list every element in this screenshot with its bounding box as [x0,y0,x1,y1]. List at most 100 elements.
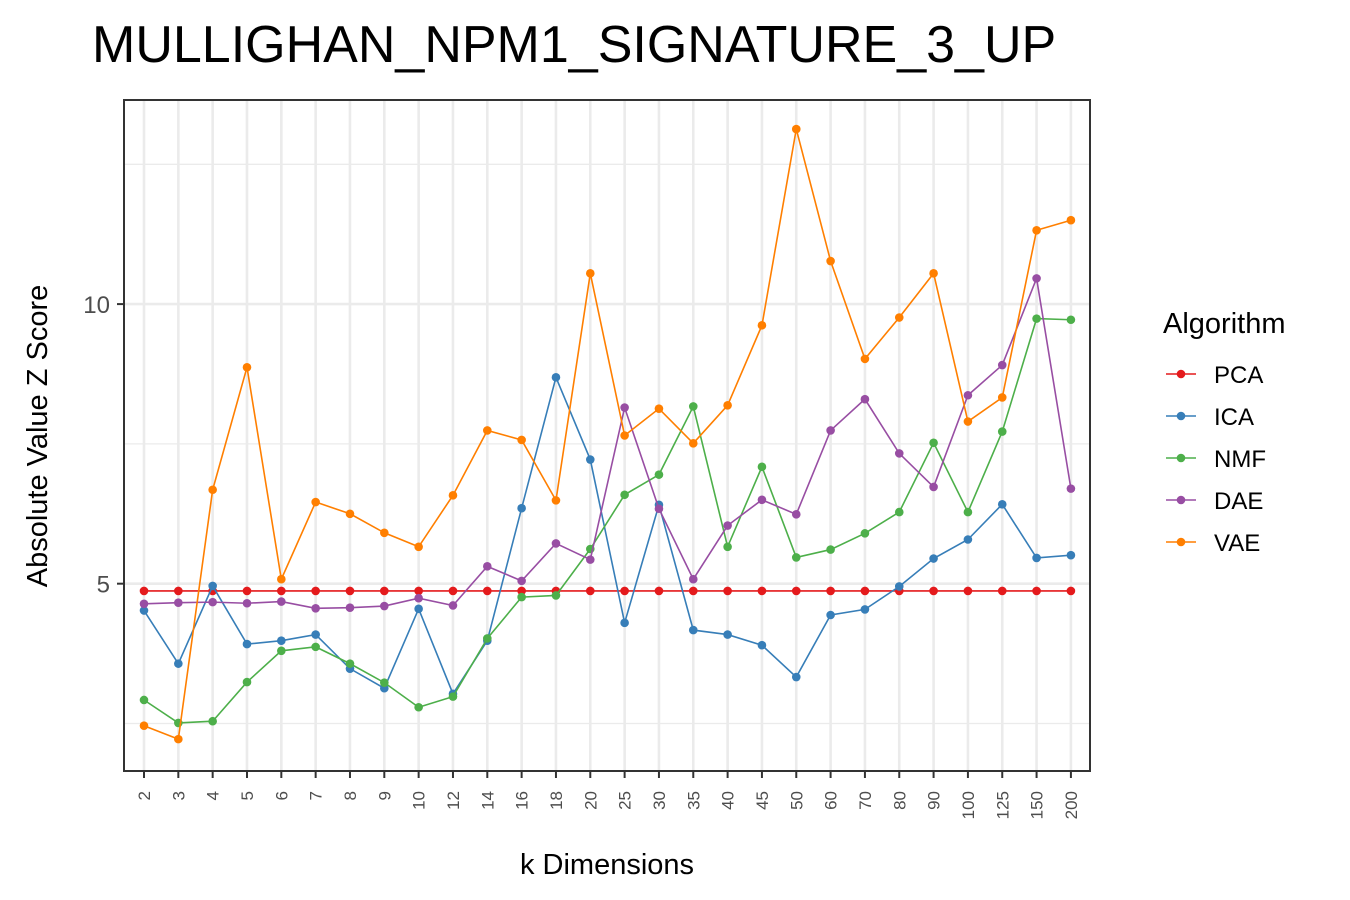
data-point-pca [929,586,938,596]
data-point-dae [277,597,286,606]
data-point-ica [929,554,938,563]
y-axis-title: Absolute Value Z Score [22,285,54,588]
data-point-vae [1032,225,1041,235]
data-point-ica [208,581,217,591]
data-point-vae [311,497,320,507]
x-tick-label: 60 [822,791,841,810]
data-point-vae [757,321,767,330]
data-point-dae [345,603,355,613]
data-point-nmf [860,529,870,538]
data-point-ica [517,503,526,513]
data-point-vae [208,485,217,495]
legend-key-point [1176,453,1186,463]
data-point-nmf [894,507,904,517]
series-line-ica [143,374,1071,696]
x-tick-label: 2 [135,791,154,800]
data-point-ica [826,610,835,620]
data-point-pca [1066,586,1076,596]
x-tick-label: 25 [616,791,635,810]
data-point-pca [380,586,389,596]
data-point-dae [380,601,389,611]
data-point-dae [791,510,801,519]
data-point-ica [997,499,1007,509]
data-point-dae [585,555,595,564]
data-point-nmf [380,678,389,687]
data-point-ica [311,630,320,639]
data-point-dae [620,403,629,412]
data-point-dae [860,394,870,404]
y-tick-label: 5 [97,572,110,599]
legend-label: NMF [1214,446,1266,473]
x-tick-label: 20 [581,791,600,810]
data-point-vae [826,256,835,266]
data-point-ica [688,625,698,635]
data-point-ica [1032,553,1041,563]
data-point-pca [311,586,320,596]
x-tick-label: 5 [238,791,257,800]
data-point-dae [139,599,149,609]
data-point-dae [174,598,183,607]
data-point-vae [345,509,355,519]
data-point-dae [963,390,973,400]
data-point-nmf [620,490,629,500]
data-point-pca [174,586,183,596]
data-point-ica [174,659,183,668]
x-tick-label: 150 [1028,791,1047,819]
plot-panel-border [123,99,1091,772]
data-point-ica [963,535,973,544]
x-tick-label: 10 [410,791,429,810]
data-point-vae [551,496,561,505]
data-point-vae [139,721,149,731]
data-point-vae [654,404,664,413]
x-tick-label: 4 [204,791,223,800]
series-dae [139,274,1076,613]
legend-label: VAE [1214,530,1260,557]
data-point-nmf [483,634,492,643]
data-point-dae [929,482,938,492]
data-point-dae [826,426,835,435]
series-line-dae [143,275,1072,610]
data-point-nmf [139,695,149,705]
data-point-vae [585,269,595,278]
data-point-ica [242,639,252,649]
legend-title: Algorithm [1163,308,1286,340]
data-point-dae [1032,274,1041,283]
data-point-pca [585,586,595,596]
data-point-ica [551,373,561,382]
series-line-vae [143,128,1072,741]
data-point-nmf [757,462,767,472]
x-tick-label: 18 [547,791,566,810]
data-point-dae [311,603,320,613]
data-point-nmf [688,402,698,411]
legend-item-vae: VAE [1166,530,1260,557]
data-point-nmf [654,470,664,479]
legend-key-point [1176,369,1186,379]
data-point-nmf [414,702,423,712]
data-point-pca [791,586,801,596]
x-tick-label: 100 [959,791,978,819]
data-point-ica [1066,550,1076,560]
x-tick-label: 200 [1062,791,1081,819]
grid-lines [124,100,1090,771]
legend-label: DAE [1214,488,1263,515]
data-point-nmf [311,642,320,652]
data-point-nmf [551,591,561,600]
data-point-dae [654,504,664,514]
data-point-dae [483,562,492,571]
x-tick-label: 70 [856,791,875,810]
data-point-dae [517,576,526,586]
x-tick-label: 3 [169,791,188,800]
data-point-nmf [723,542,732,552]
data-point-pca [1032,586,1041,596]
data-point-nmf [242,677,252,687]
legend-item-dae: DAE [1166,488,1263,515]
legend-label: ICA [1214,404,1254,431]
data-point-vae [242,362,252,372]
data-point-nmf [345,659,355,668]
data-point-pca [414,586,423,596]
x-tick-label: 125 [993,791,1012,819]
legend-items: PCA ICA NMF DAE VAE [1166,362,1266,557]
data-point-nmf [1066,315,1076,325]
data-point-nmf [826,545,835,554]
